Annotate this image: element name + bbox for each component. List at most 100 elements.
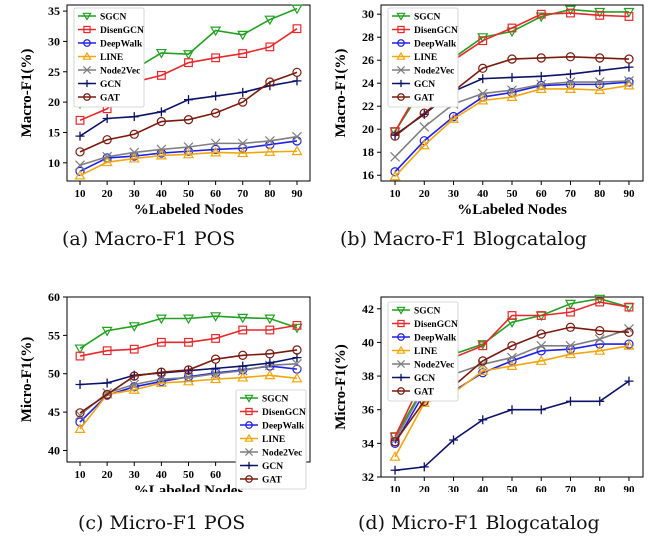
data-point [183, 115, 194, 125]
series-gat [75, 67, 302, 157]
legend-marker [83, 79, 91, 88]
data-point [101, 156, 113, 167]
legend: SGCN DisenGCN DeepWalk LINE Node2Vec GCN GAT [73, 7, 145, 108]
data-point [74, 423, 86, 433]
data-point [535, 83, 547, 93]
data-point [477, 359, 488, 370]
x-tick-label: 50 [183, 469, 195, 481]
data-point [182, 50, 195, 60]
series-line [79, 315, 298, 350]
data-point [183, 372, 194, 383]
y-tick-label: 18 [362, 145, 374, 159]
legend-entry: LINE [392, 51, 437, 63]
legend-label: GCN [414, 80, 435, 90]
legend-marker [245, 461, 253, 470]
legend-marker [397, 373, 405, 382]
legend-box [387, 7, 459, 108]
data-point [183, 142, 194, 152]
x-tick-label: 90 [291, 188, 303, 200]
data-point [624, 62, 634, 72]
data-point [128, 384, 140, 394]
data-point [182, 375, 195, 386]
legend-label: GCN [414, 374, 435, 384]
series-line [79, 349, 298, 414]
data-point [210, 144, 221, 155]
data-point [211, 53, 221, 63]
chart-macro-f1-pos: 10 20 30 40 50 60 70 80 90 10 15 20 25 30 35 %Labeled N… [0, 0, 328, 274]
data-point [624, 12, 634, 21]
y-tick-label: 45 [48, 405, 60, 419]
legend-entry: GAT [392, 93, 435, 104]
x-tick-label: 20 [419, 484, 431, 492]
y-tick-label: 60 [48, 290, 60, 304]
data-point [264, 136, 275, 146]
legend-marker [397, 387, 405, 395]
data-point [564, 299, 577, 310]
data-point [478, 36, 488, 46]
x-tick-label: 20 [419, 188, 431, 200]
data-point [419, 122, 430, 132]
data-point [477, 88, 488, 99]
data-point [594, 345, 606, 355]
data-point [565, 77, 576, 87]
data-point [210, 146, 222, 157]
x-tick-label: 10 [390, 188, 402, 200]
data-point [536, 405, 546, 415]
legend-marker [82, 51, 92, 60]
data-point [477, 365, 489, 375]
data-point [389, 451, 401, 461]
data-point [594, 77, 605, 87]
legend-entry: SGCN [392, 307, 441, 317]
data-point [477, 33, 489, 43]
legend-marker [396, 51, 406, 60]
legend-entry: GCN [240, 461, 283, 472]
data-point [507, 23, 517, 33]
data-point [210, 138, 221, 149]
data-point [595, 339, 605, 349]
data-point [623, 340, 635, 350]
legend-label: SGCN [262, 395, 289, 405]
data-point [478, 415, 488, 425]
legend-marker [83, 25, 91, 34]
data-point [565, 52, 576, 62]
data-point [238, 87, 248, 97]
legend-entry: DeepWalk [392, 39, 457, 50]
y-axis-label: Macro-F1(%) [333, 49, 349, 138]
data-point [238, 97, 248, 107]
data-point [595, 79, 605, 90]
data-point [564, 83, 577, 93]
legend-label: GAT [262, 476, 283, 486]
data-point [237, 138, 248, 149]
y-tick-label: 10 [48, 156, 60, 170]
series-line [79, 71, 298, 153]
legend-entry: DisenGCN [392, 25, 458, 36]
data-point [507, 311, 517, 320]
y-tick-label: 20 [362, 122, 374, 136]
data-point [564, 5, 577, 16]
y-tick-label: 34 [362, 436, 374, 450]
x-tick-label: 10 [75, 188, 87, 200]
legend-marker [244, 447, 254, 457]
data-point [210, 108, 221, 118]
x-tick-label: 60 [536, 484, 548, 492]
data-point [594, 334, 605, 344]
data-point [535, 355, 547, 365]
data-point [211, 334, 221, 343]
legend-entry: DisenGCN [78, 25, 144, 36]
caption-d: (d) Micro-F1 Blogcatalog [358, 512, 600, 534]
data-point [595, 325, 605, 336]
legend-label: SGCN [414, 307, 441, 317]
data-point [237, 365, 248, 376]
series-line [74, 369, 303, 433]
data-point [264, 146, 276, 156]
legend-marker [245, 407, 253, 416]
data-point [265, 349, 275, 359]
data-point [129, 147, 140, 158]
x-tick-label: 60 [210, 469, 222, 481]
data-point [75, 131, 85, 141]
chart-svg: 1020304050607080904045505560%Labeled Nod… [19, 290, 311, 499]
y-axis-label: Micro-F1(%) [333, 344, 349, 430]
legend: SGCN DisenGCN DeepWalk LINE Node2Vec GCN GAT [235, 389, 307, 490]
legend-label: Node2Vec [100, 67, 140, 77]
data-point [594, 84, 606, 95]
